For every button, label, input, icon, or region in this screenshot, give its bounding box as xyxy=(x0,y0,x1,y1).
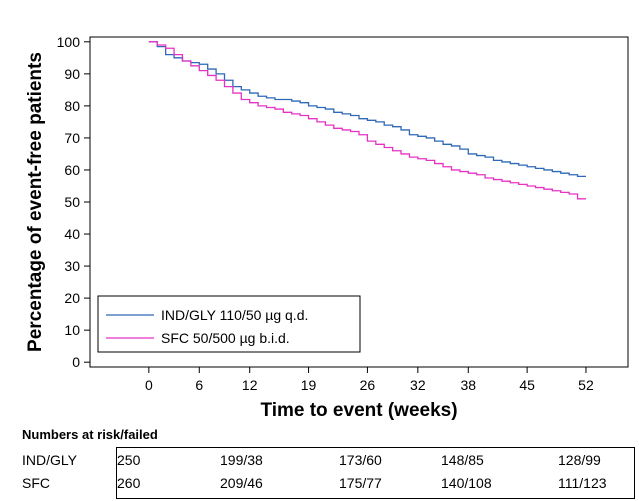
x-tick-label: 52 xyxy=(578,377,594,393)
y-axis-title: Percentage of event-free patients xyxy=(25,52,46,352)
risk-row-label: SFC xyxy=(22,475,50,491)
x-axis-title: Time to event (weeks) xyxy=(260,400,457,421)
risk-cell: 250 xyxy=(117,452,141,468)
risk-table-box xyxy=(116,447,635,499)
y-tick-label: 50 xyxy=(64,194,80,210)
y-tick-label: 100 xyxy=(57,34,81,50)
y-tick-label: 80 xyxy=(64,98,80,114)
y-tick-label: 70 xyxy=(64,130,80,146)
risk-row-ind-gly: IND/GLY 250 199/38 173/60 148/85 128/99 xyxy=(15,449,637,471)
y-axis: 0 10 20 30 40 50 60 70 80 90 100 xyxy=(57,34,90,370)
risk-table-title: Numbers at risk/failed xyxy=(22,427,158,442)
risk-cell: 209/46 xyxy=(220,475,263,491)
y-tick-label: 10 xyxy=(64,322,80,338)
x-tick-label: 32 xyxy=(410,377,426,393)
y-tick-label: 90 xyxy=(64,66,80,82)
risk-row-label: IND/GLY xyxy=(22,452,77,468)
risk-cell: 140/108 xyxy=(441,475,492,491)
survival-curve-sfc xyxy=(148,41,586,200)
y-tick-label: 60 xyxy=(64,162,80,178)
y-tick-label: 0 xyxy=(72,354,80,370)
x-tick-label: 38 xyxy=(460,377,476,393)
y-tick-label: 20 xyxy=(64,290,80,306)
x-tick-label: 26 xyxy=(360,377,376,393)
risk-row-sfc: SFC 260 209/46 175/77 140/108 111/123 xyxy=(15,472,637,494)
risk-cell: 148/85 xyxy=(441,452,484,468)
risk-cell: 199/38 xyxy=(220,452,263,468)
risk-cell: 111/123 xyxy=(558,475,607,491)
y-tick-label: 30 xyxy=(64,258,80,274)
x-tick-label: 12 xyxy=(242,377,258,393)
x-axis: 0 6 12 19 26 32 38 45 52 xyxy=(145,367,594,393)
legend-label-sfc: SFC 50/500 µg b.i.d. xyxy=(161,330,290,346)
survival-curves xyxy=(148,41,586,200)
risk-cell: 260 xyxy=(117,475,141,491)
x-tick-label: 6 xyxy=(195,377,203,393)
survival-curve-ind-gly xyxy=(148,41,586,178)
risk-cell: 173/60 xyxy=(339,452,382,468)
legend-box xyxy=(97,295,361,353)
x-tick-label: 19 xyxy=(301,377,317,393)
legend-label-ind-gly: IND/GLY 110/50 µg q.d. xyxy=(161,307,308,323)
y-tick-label: 40 xyxy=(64,226,80,242)
risk-cell: 175/77 xyxy=(339,475,382,491)
x-tick-label: 45 xyxy=(519,377,535,393)
legend: IND/GLY 110/50 µg q.d. SFC 50/500 µg b.i… xyxy=(97,295,361,353)
x-tick-label: 0 xyxy=(145,377,153,393)
risk-cell: 128/99 xyxy=(558,452,601,468)
